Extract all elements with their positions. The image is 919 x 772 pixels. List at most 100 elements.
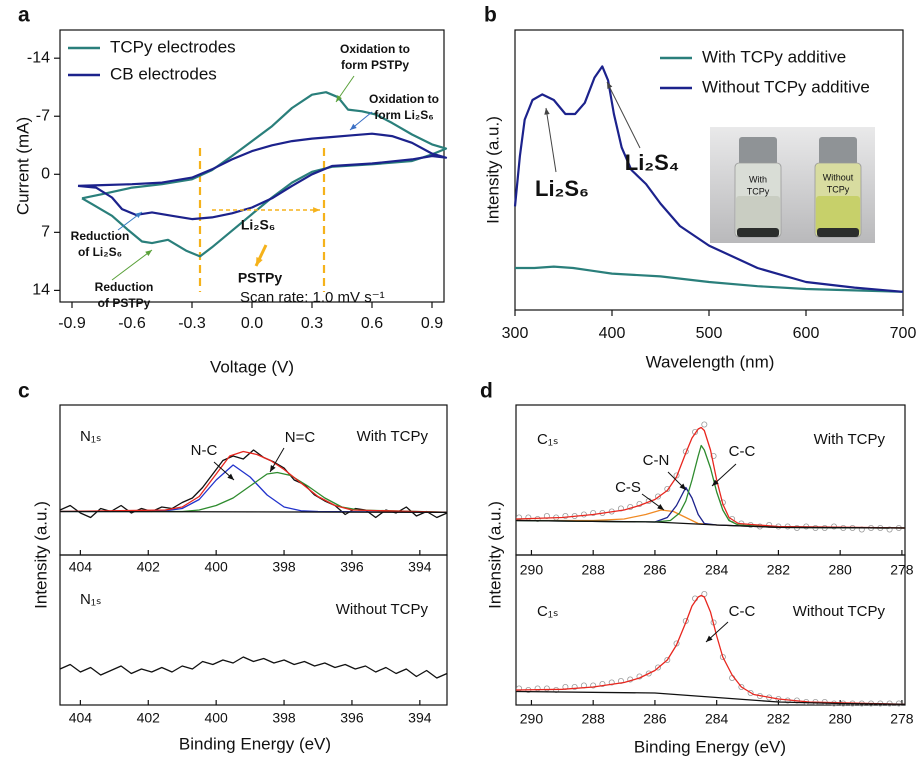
- x-tick-label: 404: [69, 710, 93, 726]
- x-tick-label: 278: [890, 711, 914, 727]
- arrow-head: [679, 483, 686, 490]
- series-line: [515, 265, 904, 293]
- data-point: [599, 681, 606, 688]
- vial-liquid: [736, 196, 780, 234]
- plot-frame: [59, 554, 448, 706]
- y-tick-label: -7: [36, 107, 50, 124]
- data-point: [608, 679, 615, 686]
- arrow-head: [135, 212, 142, 219]
- region-label: N₁ₛ: [80, 591, 102, 608]
- x-tick-label: 300: [502, 325, 529, 342]
- data-point: [562, 513, 569, 520]
- annotation: Oxidation to: [340, 42, 410, 56]
- series-line: [515, 426, 906, 529]
- series-line: [59, 656, 448, 679]
- arrow-line: [606, 81, 641, 149]
- region-label: C₁ₛ: [537, 431, 559, 448]
- data-point: [747, 690, 754, 697]
- y-tick-label: 14: [32, 282, 50, 299]
- annotation: Li₂S₄: [625, 150, 679, 175]
- data-point: [655, 664, 662, 671]
- region-label: N₁ₛ: [80, 428, 102, 445]
- condition-label: With TCPy: [357, 428, 429, 445]
- x-tick-label: 398: [272, 710, 296, 726]
- annotation: of PSTPy: [98, 296, 151, 310]
- y-axis-label: Intensity (a.u.): [483, 116, 502, 224]
- arrow-head: [607, 82, 613, 89]
- data-point: [590, 509, 597, 516]
- annotation: Scan rate: 1.0 mV s⁻¹: [240, 289, 385, 306]
- panel-label: d: [480, 380, 493, 403]
- vial-bottom: [737, 228, 779, 237]
- y-axis-label: Intensity (a.u.): [485, 501, 504, 609]
- x-tick-label: 398: [272, 559, 296, 575]
- inset-label: With: [749, 174, 767, 184]
- data-point: [664, 485, 671, 492]
- y-axis-label: Intensity (a.u.): [31, 501, 50, 609]
- annotation: Oxidation to: [369, 92, 439, 106]
- annotation: C-N: [643, 452, 670, 469]
- inset-photo: [710, 127, 875, 243]
- x-tick-label: 394: [408, 710, 432, 726]
- panel-label: c: [18, 380, 30, 403]
- arrow-head: [336, 95, 342, 102]
- annotation: N=C: [285, 429, 316, 446]
- data-point: [590, 682, 597, 689]
- x-tick-label: -0.3: [178, 315, 206, 332]
- region-label: C₁ₛ: [537, 603, 559, 620]
- x-tick-label: 280: [828, 562, 852, 578]
- x-tick-label: 700: [890, 325, 917, 342]
- annotation: C-S: [615, 479, 641, 496]
- x-axis-label: Wavelength (nm): [646, 352, 775, 371]
- panel-label: a: [18, 4, 30, 27]
- series-line: [59, 510, 448, 513]
- y-tick-label: -14: [27, 49, 50, 66]
- arrow-head: [350, 123, 357, 130]
- x-tick-label: 400: [204, 559, 228, 575]
- annotation: Li₂S₆: [535, 176, 589, 201]
- series-line: [60, 471, 448, 513]
- x-axis-label: Voltage (V): [210, 357, 294, 376]
- arrow-head: [313, 207, 320, 213]
- y-tick-label: 0: [41, 166, 50, 183]
- data-point: [738, 684, 745, 691]
- series-line: [515, 594, 906, 705]
- data-point: [664, 657, 671, 664]
- x-tick-label: 282: [767, 562, 791, 578]
- x-tick-label: 404: [69, 559, 93, 575]
- arrow-head: [270, 465, 276, 472]
- series-line: [515, 690, 906, 705]
- annotation: Reduction: [95, 280, 154, 294]
- legend-label: TCPy electrodes: [110, 37, 236, 56]
- y-axis-label: Current (mA): [13, 117, 32, 215]
- condition-label: Without TCPy: [793, 603, 886, 620]
- x-tick-label: 286: [643, 711, 667, 727]
- condition-label: Without TCPy: [336, 601, 429, 618]
- data-point: [886, 526, 893, 533]
- vial-cap: [739, 137, 777, 165]
- data-point: [701, 421, 708, 428]
- series-line: [81, 91, 448, 258]
- annotation: form PSTPy: [341, 58, 409, 72]
- series-line: [515, 519, 906, 529]
- x-tick-label: 600: [793, 325, 820, 342]
- x-tick-label: 400: [599, 325, 626, 342]
- data-point: [543, 685, 550, 692]
- vial-liquid: [816, 196, 860, 234]
- vial-cap: [819, 137, 857, 165]
- legend-label: CB electrodes: [110, 64, 217, 83]
- y-tick-label: 7: [41, 224, 50, 241]
- x-tick-label: 396: [340, 559, 364, 575]
- condition-label: With TCPy: [814, 431, 886, 448]
- arrow-head: [657, 504, 664, 510]
- x-tick-label: 278: [890, 562, 914, 578]
- arrow-head: [712, 479, 719, 486]
- data-point: [673, 472, 680, 479]
- x-tick-label: 282: [767, 711, 791, 727]
- data-point: [710, 452, 717, 459]
- x-tick-label: 402: [137, 710, 161, 726]
- x-axis-label: Binding Energy (eV): [179, 734, 331, 753]
- inset-label: TCPy: [827, 184, 850, 194]
- annotation: C-C: [729, 603, 756, 620]
- annotation: PSTPy: [238, 270, 283, 286]
